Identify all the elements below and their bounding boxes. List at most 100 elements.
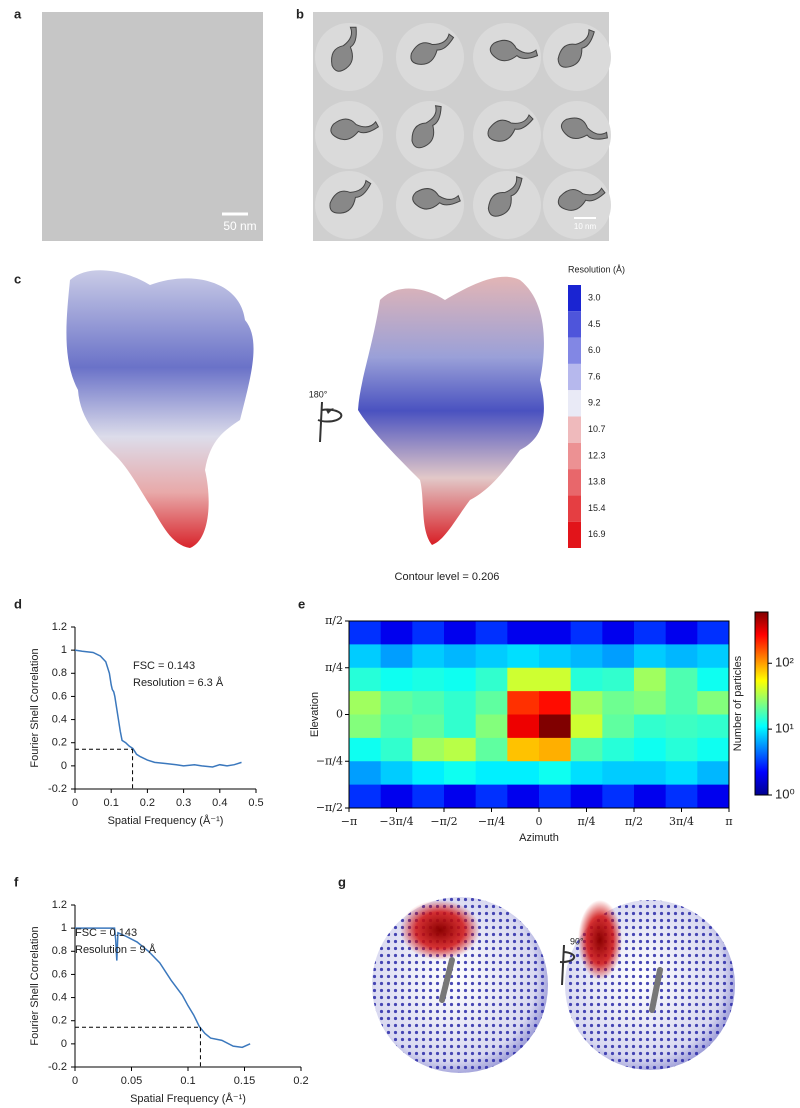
x-tick-label: −π/4 <box>478 815 505 828</box>
heatmap-cell <box>570 784 603 809</box>
panel-label: f <box>14 874 19 889</box>
y-axis-label: Fourier Shell Correlation <box>29 926 41 1045</box>
heatmap-cell <box>349 644 382 669</box>
heatmap-cell <box>444 714 477 739</box>
heatmap-cell <box>539 737 572 762</box>
heatmap-cell <box>539 784 572 809</box>
heatmap-cell <box>665 784 698 809</box>
heatmap-cell <box>507 621 540 645</box>
x-tick-label: 0.4 <box>212 797 227 809</box>
class-density <box>331 26 357 72</box>
annotation: FSC = 0.143 <box>133 660 195 672</box>
heatmap-cell <box>602 667 635 692</box>
colorbar-band <box>568 416 581 443</box>
colorbar-tick-label: 3.0 <box>588 293 601 303</box>
x-tick-label: 0 <box>72 797 78 809</box>
class-density <box>329 179 372 214</box>
y-tick-label: 0 <box>336 708 343 721</box>
heatmap-cell <box>697 761 730 786</box>
heatmap-cell <box>602 691 635 715</box>
colorbar-band <box>568 442 581 470</box>
fsc-curve <box>74 649 242 768</box>
heatmap-cell <box>665 737 698 762</box>
molecule <box>649 967 663 1013</box>
x-tick-label: 0.2 <box>140 797 155 809</box>
y-tick-label: 1 <box>61 644 67 656</box>
y-tick-label: π/2 <box>325 614 343 627</box>
x-tick-label: 0 <box>72 1075 78 1087</box>
heatmap-cell <box>697 667 730 692</box>
colorbar-tick-label: 12.3 <box>588 450 606 460</box>
y-tick-label: 1.2 <box>52 621 67 633</box>
x-tick-label: 0.3 <box>176 797 191 809</box>
heatmap-cell <box>665 714 698 739</box>
colorbar-tick-label: 10⁰ <box>775 786 795 801</box>
molecule <box>439 957 455 1003</box>
y-tick-label: 1.2 <box>52 899 67 911</box>
y-tick-label: 0.4 <box>52 991 67 1003</box>
heatmap-cell <box>444 761 477 786</box>
heatmap-cell <box>475 714 508 739</box>
y-tick-label: 0.8 <box>52 945 67 957</box>
heatmap-cell <box>412 667 445 692</box>
colorbar-band <box>568 363 581 391</box>
heatmap-cell <box>475 621 508 645</box>
heatmap-cell <box>665 644 698 669</box>
colorbar <box>754 611 769 796</box>
heatmap-cell <box>380 667 413 692</box>
heatmap-cell <box>539 761 572 786</box>
class-density <box>411 105 442 149</box>
heatmap-cell <box>634 761 667 786</box>
class-density <box>557 29 595 68</box>
heatmap-cell <box>349 667 382 692</box>
rotation-arrow <box>317 401 343 443</box>
heatmap-cell <box>349 784 382 809</box>
colorbar-tick-label: 10¹ <box>775 721 794 736</box>
x-tick-label: 0.15 <box>234 1075 255 1087</box>
heatmap-cell <box>539 644 572 669</box>
y-tick-label: 0.6 <box>52 690 67 702</box>
heatmap-cell <box>697 644 730 669</box>
heatmap-cell <box>380 691 413 715</box>
heatmap-cell <box>665 761 698 786</box>
heatmap-cell <box>602 644 635 669</box>
heatmap-cell <box>634 644 667 669</box>
colorbar-band <box>568 521 581 548</box>
density-map-back <box>358 276 544 545</box>
x-axis-label: Azimuth <box>519 832 559 844</box>
class-density <box>410 33 455 65</box>
colorbar-band <box>568 311 581 338</box>
heatmap-cell <box>444 784 477 809</box>
x-tick-label: 0.2 <box>293 1075 308 1087</box>
annotation: FSC = 0.143 <box>75 927 137 939</box>
contour-label: Contour level = 0.206 <box>395 571 500 583</box>
annotation: Resolution = 9 Å <box>75 943 157 956</box>
scale-bar-label: 10 nm <box>574 222 597 231</box>
heatmap-cell <box>570 621 603 645</box>
heatmap-cell <box>412 644 445 669</box>
heatmap-cell <box>634 784 667 809</box>
heatmap-cell <box>475 737 508 762</box>
annotation: Resolution = 6.3 Å <box>133 676 224 689</box>
class-grid <box>315 23 611 239</box>
y-tick-label: 0 <box>61 1038 67 1050</box>
class-density <box>487 114 534 142</box>
heatmap-cell <box>602 761 635 786</box>
x-axis-label: Spatial Frequency (Å⁻¹) <box>108 814 224 827</box>
red-patch <box>578 900 622 980</box>
density-map-front <box>66 270 254 548</box>
scale-bar-label: 50 nm <box>223 219 256 233</box>
heatmap-cell <box>634 737 667 762</box>
colorbar-tick-label: 7.6 <box>588 371 601 381</box>
y-tick-label: 0.8 <box>52 667 67 679</box>
class-density <box>487 176 523 217</box>
heatmap-cell <box>634 691 667 715</box>
heatmap-cell <box>634 621 667 645</box>
heatmap-cell <box>539 691 572 715</box>
heatmap-cell <box>475 784 508 809</box>
heatmap-cell <box>507 761 540 786</box>
heatmap-cell <box>665 691 698 715</box>
heatmap-cell <box>444 691 477 715</box>
